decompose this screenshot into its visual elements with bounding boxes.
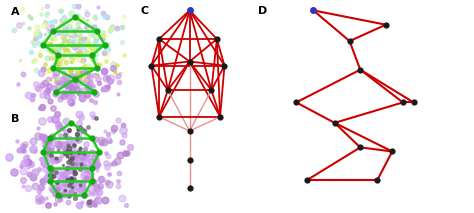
Text: A: A: [11, 7, 20, 17]
Text: D: D: [258, 6, 267, 16]
Text: C: C: [140, 6, 149, 16]
Text: B: B: [11, 114, 19, 124]
